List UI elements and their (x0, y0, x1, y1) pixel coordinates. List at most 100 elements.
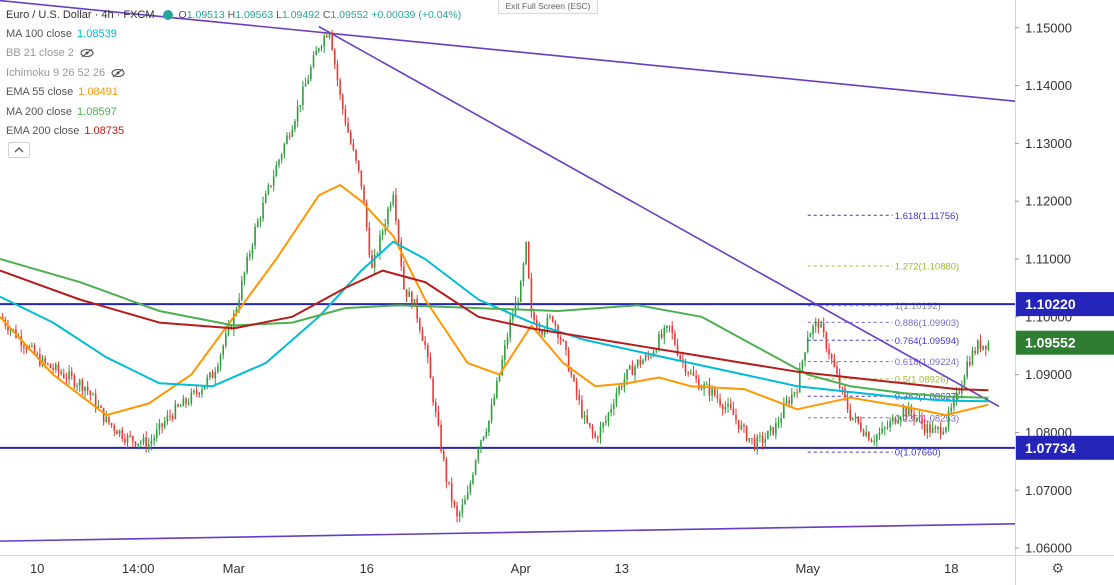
indicator-value: 1.08491 (78, 86, 119, 99)
candle-body (25, 347, 28, 350)
candle-body (434, 402, 437, 412)
candle-body (628, 365, 631, 370)
candle-body (862, 430, 865, 436)
indicator-label: MA 200 close (6, 105, 73, 118)
candle-body (54, 364, 57, 370)
candle-body (70, 371, 73, 376)
candle-body (525, 242, 527, 265)
candle-body (602, 422, 604, 427)
candle-body (381, 231, 384, 236)
indicator-bb21[interactable]: BB 21 close 2 (6, 44, 461, 64)
candle-body (899, 417, 902, 421)
x-tick-label: 16 (359, 561, 373, 576)
indicator-ema200[interactable]: EMA 200 close 1.08735 (6, 122, 461, 142)
candle-body (987, 342, 990, 350)
collapse-legend-button[interactable] (8, 142, 30, 158)
x-tick-label: 18 (944, 561, 958, 576)
candle-body (288, 135, 291, 137)
indicator-label: EMA 200 close (6, 125, 80, 138)
candle-body (655, 350, 658, 352)
candle-body (469, 483, 472, 493)
y-tick-label: 1.13000 (1025, 136, 1072, 151)
legend: Euro / U.S. Dollar · 4h · FXCM O1.09513 … (6, 6, 461, 141)
candle-body (318, 48, 320, 51)
candle-body (201, 389, 203, 395)
indicator-label: BB 21 close 2 (6, 47, 74, 60)
candle-body (182, 398, 185, 407)
candle-body (700, 389, 703, 391)
candle-body (687, 372, 689, 374)
candle-body (620, 386, 623, 388)
fib-level-label: 1.272(1.10880) (895, 261, 959, 272)
candle-body (198, 393, 201, 395)
candle-body (780, 418, 782, 423)
candle-body (280, 154, 283, 160)
candle-body (594, 432, 596, 438)
candle-body (389, 204, 392, 209)
candle-body (793, 392, 796, 395)
candle-body (705, 384, 708, 386)
candle-body (392, 194, 395, 205)
eye-hidden-icon[interactable] (80, 48, 94, 58)
price-axis-label: 1.07734 (1025, 440, 1076, 456)
candle-body (926, 424, 929, 433)
candle-body (219, 354, 222, 367)
candle-body (408, 291, 410, 297)
y-tick-label: 1.12000 (1025, 194, 1072, 209)
candle-body (852, 418, 854, 420)
candle-body (764, 439, 767, 443)
candle-body (897, 420, 899, 424)
indicator-ma100[interactable]: MA 100 close 1.08539 (6, 24, 461, 44)
candle-body (814, 321, 817, 327)
candle-body (161, 423, 163, 427)
open-key: O (178, 9, 187, 21)
candle-body (227, 325, 230, 334)
candle-body (791, 394, 793, 404)
candle-body (275, 165, 278, 177)
symbol-title[interactable]: Euro / U.S. Dollar · 4h · FXCM (6, 9, 155, 21)
candle-body (272, 176, 275, 186)
indicator-ma200[interactable]: MA 200 close 1.08597 (6, 102, 461, 122)
indicator-ichimoku[interactable]: Ichimoku 9 26 52 26 (6, 63, 461, 83)
candle-body (240, 280, 243, 300)
candle-body (400, 241, 403, 267)
candle-body (328, 32, 331, 38)
candle-body (748, 438, 751, 441)
candle-body (349, 132, 352, 144)
candle-body (140, 442, 142, 444)
candle-body (812, 326, 814, 334)
candle-body (238, 299, 240, 309)
candle-body (442, 451, 445, 460)
candle-body (984, 345, 987, 350)
indicator-ema55[interactable]: EMA 55 close 1.08491 (6, 83, 461, 103)
candle-body (775, 423, 777, 435)
candle-body (193, 390, 195, 393)
candle-body (881, 428, 883, 433)
high-value: 1.09563 (235, 9, 274, 21)
ma-line (0, 240, 989, 403)
candle-body (570, 371, 573, 376)
fib-level-label: 0.382(1.08627) (895, 392, 959, 403)
candle-body (92, 394, 94, 396)
candle-body (541, 330, 543, 335)
gear-icon[interactable]: ⚙ (1051, 560, 1064, 576)
exit-full-screen-button[interactable]: Exit Full Screen (ESC) (498, 0, 598, 14)
candle-body (690, 372, 692, 374)
candle-body (480, 440, 482, 449)
candle-body (777, 422, 780, 424)
candle-body (695, 375, 697, 379)
candle-body (368, 227, 371, 256)
candle-body (387, 208, 389, 225)
candle-body (711, 387, 713, 396)
eye-hidden-icon[interactable] (111, 68, 125, 78)
candle-body (506, 337, 509, 345)
candle-body (756, 436, 759, 450)
candle-body (894, 417, 897, 424)
candle-body (878, 432, 881, 436)
candle-body (411, 291, 413, 308)
candle-body (519, 281, 522, 302)
candle-body (753, 438, 756, 450)
candle-body (326, 36, 328, 38)
